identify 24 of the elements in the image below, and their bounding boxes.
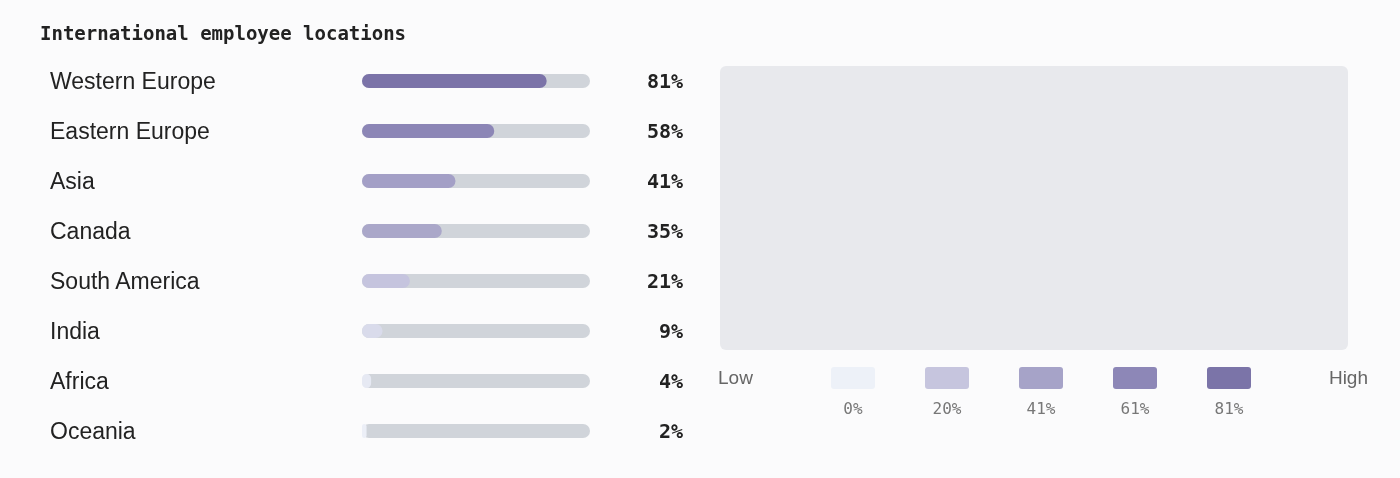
data-label: 21% <box>646 269 683 293</box>
y-tick-label: Eastern Europe <box>50 118 210 144</box>
category-label: 20% <box>931 399 963 418</box>
data-label: 2% <box>658 419 683 443</box>
y-tick-label: Asia <box>50 168 95 194</box>
text: Low <box>718 367 753 389</box>
data-label: 9% <box>658 319 683 343</box>
category-label: 61% <box>1119 399 1151 418</box>
data-label: 35% <box>646 219 683 243</box>
text: High <box>1328 367 1368 389</box>
chart-title: International employee locations <box>40 21 407 44</box>
category-label: 81% <box>1213 399 1245 418</box>
data-label: 4% <box>658 369 683 393</box>
y-tick-label: Africa <box>50 368 109 394</box>
data-label: 58% <box>646 119 683 143</box>
data-label: 41% <box>646 169 683 193</box>
data-label: 81% <box>646 69 683 93</box>
y-tick-label: Oceania <box>50 418 136 444</box>
y-tick-label: Canada <box>50 218 131 244</box>
category-label: 0% <box>842 399 864 418</box>
y-tick-label: India <box>50 318 101 344</box>
y-tick-label: South America <box>50 268 200 294</box>
category-label: 41% <box>1025 399 1057 418</box>
y-tick-label: Western Europe <box>50 68 216 94</box>
